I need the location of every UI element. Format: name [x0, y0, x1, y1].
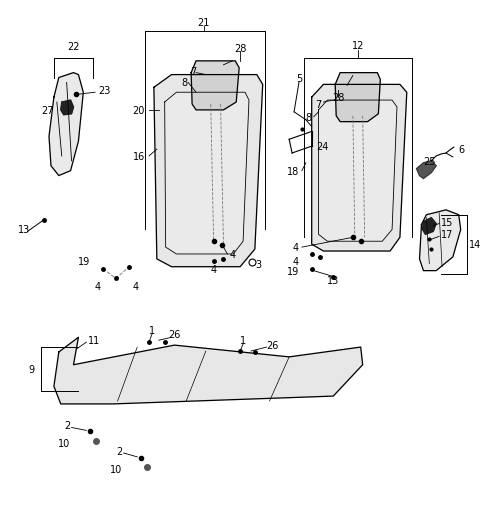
Text: 13: 13	[18, 225, 30, 235]
Text: 10: 10	[59, 438, 71, 448]
Text: 4: 4	[132, 282, 138, 292]
Text: 23: 23	[98, 86, 110, 96]
Text: 7: 7	[315, 100, 322, 110]
Text: 4: 4	[293, 242, 299, 252]
Text: 14: 14	[468, 240, 480, 249]
Text: 19: 19	[78, 257, 90, 266]
Text: 9: 9	[28, 364, 34, 374]
Polygon shape	[49, 74, 84, 176]
Text: 4: 4	[229, 249, 236, 260]
Text: 2: 2	[116, 446, 122, 456]
Text: 28: 28	[234, 44, 246, 54]
Text: 4: 4	[95, 282, 101, 292]
Text: 1: 1	[149, 326, 155, 336]
Text: 26: 26	[266, 340, 279, 350]
Text: 20: 20	[132, 106, 145, 116]
Text: 5: 5	[296, 73, 302, 83]
Text: 18: 18	[287, 166, 299, 176]
Polygon shape	[191, 62, 239, 111]
Text: 22: 22	[67, 42, 80, 52]
Text: 16: 16	[133, 152, 145, 162]
Text: 4: 4	[293, 257, 299, 266]
Text: 26: 26	[168, 330, 180, 340]
Text: 8: 8	[306, 113, 312, 123]
Text: 2: 2	[64, 421, 71, 431]
Polygon shape	[61, 101, 73, 116]
Polygon shape	[417, 162, 436, 179]
Text: 13: 13	[327, 276, 339, 286]
Text: 25: 25	[423, 157, 436, 167]
Text: 10: 10	[110, 464, 122, 474]
Text: 4: 4	[211, 264, 217, 274]
Text: 11: 11	[88, 335, 100, 345]
Polygon shape	[54, 338, 363, 404]
Text: 21: 21	[198, 18, 210, 28]
Text: 6: 6	[459, 145, 465, 155]
Text: 1: 1	[240, 335, 246, 345]
Polygon shape	[420, 211, 461, 271]
Text: 17: 17	[441, 230, 454, 240]
Text: 28: 28	[332, 93, 344, 103]
Polygon shape	[335, 74, 380, 122]
Text: 24: 24	[317, 142, 329, 152]
Text: 19: 19	[287, 266, 299, 276]
Polygon shape	[165, 93, 249, 255]
Text: 27: 27	[41, 106, 54, 116]
Polygon shape	[422, 218, 436, 235]
Text: 15: 15	[441, 217, 454, 227]
Text: 12: 12	[351, 41, 364, 51]
Polygon shape	[312, 85, 407, 251]
Text: 8: 8	[181, 78, 187, 88]
Text: 7: 7	[190, 67, 196, 77]
Text: 3: 3	[255, 259, 261, 269]
Polygon shape	[154, 75, 263, 267]
Polygon shape	[319, 101, 397, 242]
